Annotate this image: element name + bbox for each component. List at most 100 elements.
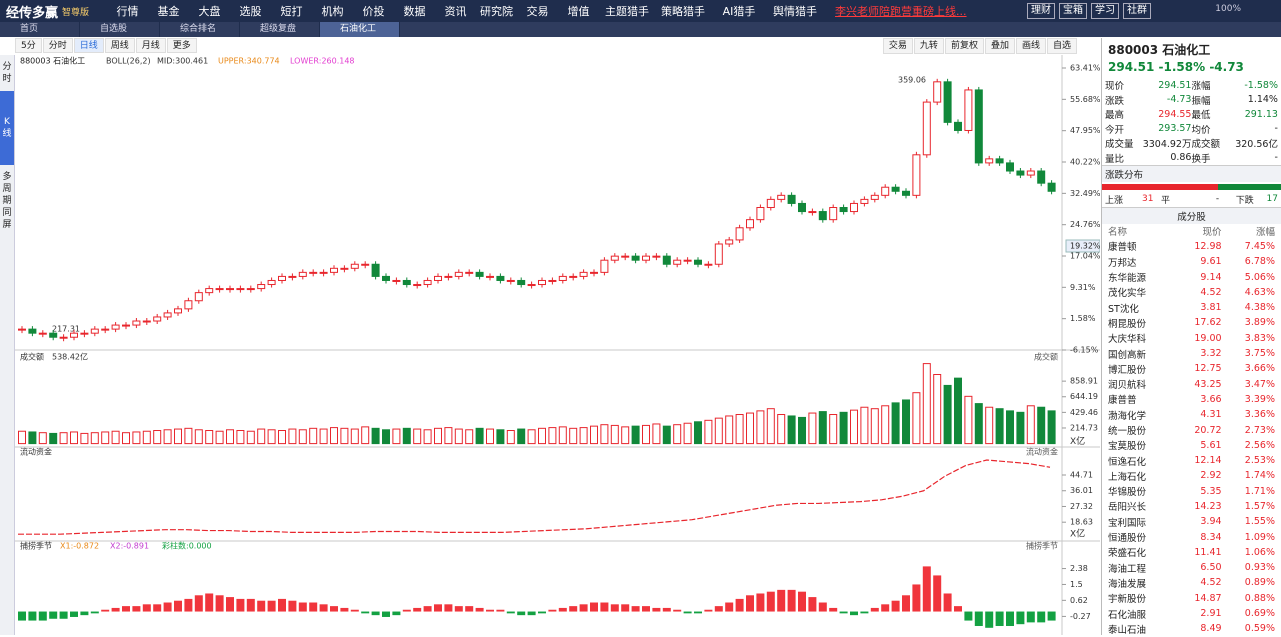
comp-row[interactable]: 宝利国际 3.94 1.55% <box>1102 514 1281 529</box>
menu-item[interactable]: 研究院 <box>480 5 514 18</box>
tab[interactable]: 石油化工 <box>320 22 400 37</box>
tab[interactable]: 综合排名 <box>160 22 240 37</box>
y-tick-label: 63.41% <box>1070 64 1100 73</box>
volume-bar <box>236 430 245 445</box>
tool[interactable]: 自选 <box>1046 38 1077 54</box>
candle <box>111 324 120 330</box>
candle <box>850 202 858 213</box>
comp-row[interactable]: 康普普 3.66 3.39% <box>1102 392 1281 407</box>
comp-row[interactable]: 恒逸石化 12.14 2.53% <box>1102 453 1281 468</box>
menu-item[interactable]: 短打 <box>280 5 303 18</box>
quote-row: 最高 294.55 最低 291.13 <box>1102 107 1281 122</box>
candle <box>454 271 463 277</box>
side-tab[interactable]: 多周期同屏 <box>2 172 12 230</box>
comp-row[interactable]: 博汇股份 12.75 3.66% <box>1102 361 1281 376</box>
top-button[interactable]: 宝箱 <box>1059 3 1087 19</box>
volume-bar <box>881 405 890 445</box>
tool[interactable]: 叠加 <box>984 38 1015 54</box>
volume-bar <box>382 429 390 445</box>
comp-row[interactable]: 恒通股份 8.34 1.09% <box>1102 529 1281 545</box>
menu-item[interactable]: 大盘 <box>198 5 221 18</box>
osc-bar <box>101 609 110 612</box>
top-button[interactable]: 学习 <box>1091 3 1119 19</box>
top-button[interactable]: 理财 <box>1027 3 1055 19</box>
comp-row[interactable]: 荣盛石化 11.41 1.06% <box>1102 545 1281 560</box>
candle <box>90 328 99 334</box>
tool[interactable]: 画线 <box>1015 38 1046 54</box>
marquee[interactable]: 李兴老师陪跑营重磅上线... <box>835 5 967 18</box>
comp-row[interactable]: 康普顿 12.98 7.45% <box>1102 239 1281 254</box>
volume-bar <box>278 430 286 445</box>
period[interactable]: 月线 <box>135 38 166 53</box>
volume-bar <box>28 431 37 445</box>
comp-row[interactable]: 统一股份 20.72 2.73% <box>1102 422 1281 438</box>
menu-item[interactable]: 价投 <box>362 5 385 18</box>
comp-row[interactable]: 东华能源 9.14 5.06% <box>1102 269 1281 285</box>
osc-bar <box>839 611 848 614</box>
comp-row[interactable]: 大庆华科 19.00 3.83% <box>1102 331 1281 346</box>
down-count: 17 <box>1266 194 1278 205</box>
top-button[interactable]: 社群 <box>1123 3 1151 19</box>
comp-head: 名称 <box>1108 227 1128 239</box>
menu-item[interactable]: 选股 <box>239 5 262 18</box>
tool[interactable]: 交易 <box>882 38 913 54</box>
osc-bar <box>527 611 536 616</box>
volume-bar <box>163 429 172 445</box>
osc-bar <box>891 600 900 612</box>
comp-row[interactable]: ST沈化 3.81 4.38% <box>1102 300 1281 315</box>
osc-bar <box>132 606 141 612</box>
menu-item[interactable]: 机构 <box>321 5 344 18</box>
comp-row[interactable]: 万邦达 9.61 6.78% <box>1102 254 1281 269</box>
menu-item[interactable]: 资讯 <box>444 5 467 18</box>
comp-row[interactable]: 海油工程 6.50 0.93% <box>1102 560 1281 575</box>
side-tab[interactable]: 分时 <box>2 62 12 84</box>
comp-cell: 6.50 <box>1200 562 1222 574</box>
comp-row[interactable]: 泰山石油 8.49 0.59% <box>1102 621 1281 636</box>
comp-row[interactable]: 华锦股份 5.35 1.71% <box>1102 484 1281 499</box>
period[interactable]: 分时 <box>42 38 73 53</box>
menu-item[interactable]: 主题猎手 <box>605 5 650 18</box>
menu-item[interactable]: 数据 <box>403 5 426 18</box>
period[interactable]: 日线 <box>73 38 104 53</box>
comp-row[interactable]: 岳阳兴长 14.23 1.57% <box>1102 499 1281 514</box>
menu-item[interactable]: AI猎手 <box>722 5 756 18</box>
comp-cell: 4.31 <box>1200 409 1222 421</box>
menu-item[interactable]: 行情 <box>116 5 139 18</box>
candle <box>1026 170 1035 176</box>
unit: X亿 <box>1070 528 1085 540</box>
comp-row[interactable]: 石化油服 2.91 0.69% <box>1102 606 1281 621</box>
menu-item[interactable]: 基金 <box>157 5 180 18</box>
period[interactable]: 5分 <box>15 38 42 53</box>
tab[interactable]: 首页 <box>0 22 80 37</box>
comp-cell: 9.61 <box>1200 256 1222 268</box>
osc-bar <box>496 609 505 612</box>
comp-row[interactable]: 国创高新 3.32 3.75% <box>1102 346 1281 361</box>
tab[interactable]: 超级复盘 <box>240 22 320 37</box>
comp-row[interactable]: 宇新股份 14.87 0.88% <box>1102 591 1281 606</box>
volume-bar <box>652 423 661 445</box>
volume-bar <box>350 428 359 445</box>
tab[interactable]: 自选股 <box>80 22 160 37</box>
osc-bar <box>683 611 692 614</box>
comp-row[interactable]: 润贝航科 43.25 3.47% <box>1102 376 1281 392</box>
side-tab[interactable]: K线 <box>0 91 14 165</box>
menu-item[interactable]: 交易 <box>526 5 549 18</box>
comp-row[interactable]: 上海石化 2.92 1.74% <box>1102 468 1281 483</box>
period[interactable]: 周线 <box>104 38 135 53</box>
dist-title: 涨跌分布 <box>1102 165 1281 182</box>
comp-cell: 海油发展 <box>1108 578 1147 590</box>
comp-row[interactable]: 茂化实华 4.52 4.63% <box>1102 285 1281 300</box>
menu-item[interactable]: 舆情猎手 <box>773 5 818 18</box>
menu-item[interactable]: 增值 <box>567 5 590 18</box>
comp-cell: 0.59% <box>1244 623 1275 635</box>
tool[interactable]: 九转 <box>913 38 944 54</box>
osc-bar <box>465 606 474 612</box>
comp-row[interactable]: 桐昆股份 17.62 3.89% <box>1102 315 1281 330</box>
tool[interactable]: 前复权 <box>944 38 984 54</box>
comp-row[interactable]: 宝莫股份 5.61 2.56% <box>1102 438 1281 453</box>
y-tick-label: 24.76% <box>1070 220 1100 229</box>
comp-row[interactable]: 海油发展 4.52 0.89% <box>1102 575 1281 590</box>
comp-row[interactable]: 渤海化学 4.31 3.36% <box>1102 407 1281 422</box>
menu-item[interactable]: 策略猎手 <box>661 5 706 18</box>
period[interactable]: 更多 <box>166 38 197 53</box>
